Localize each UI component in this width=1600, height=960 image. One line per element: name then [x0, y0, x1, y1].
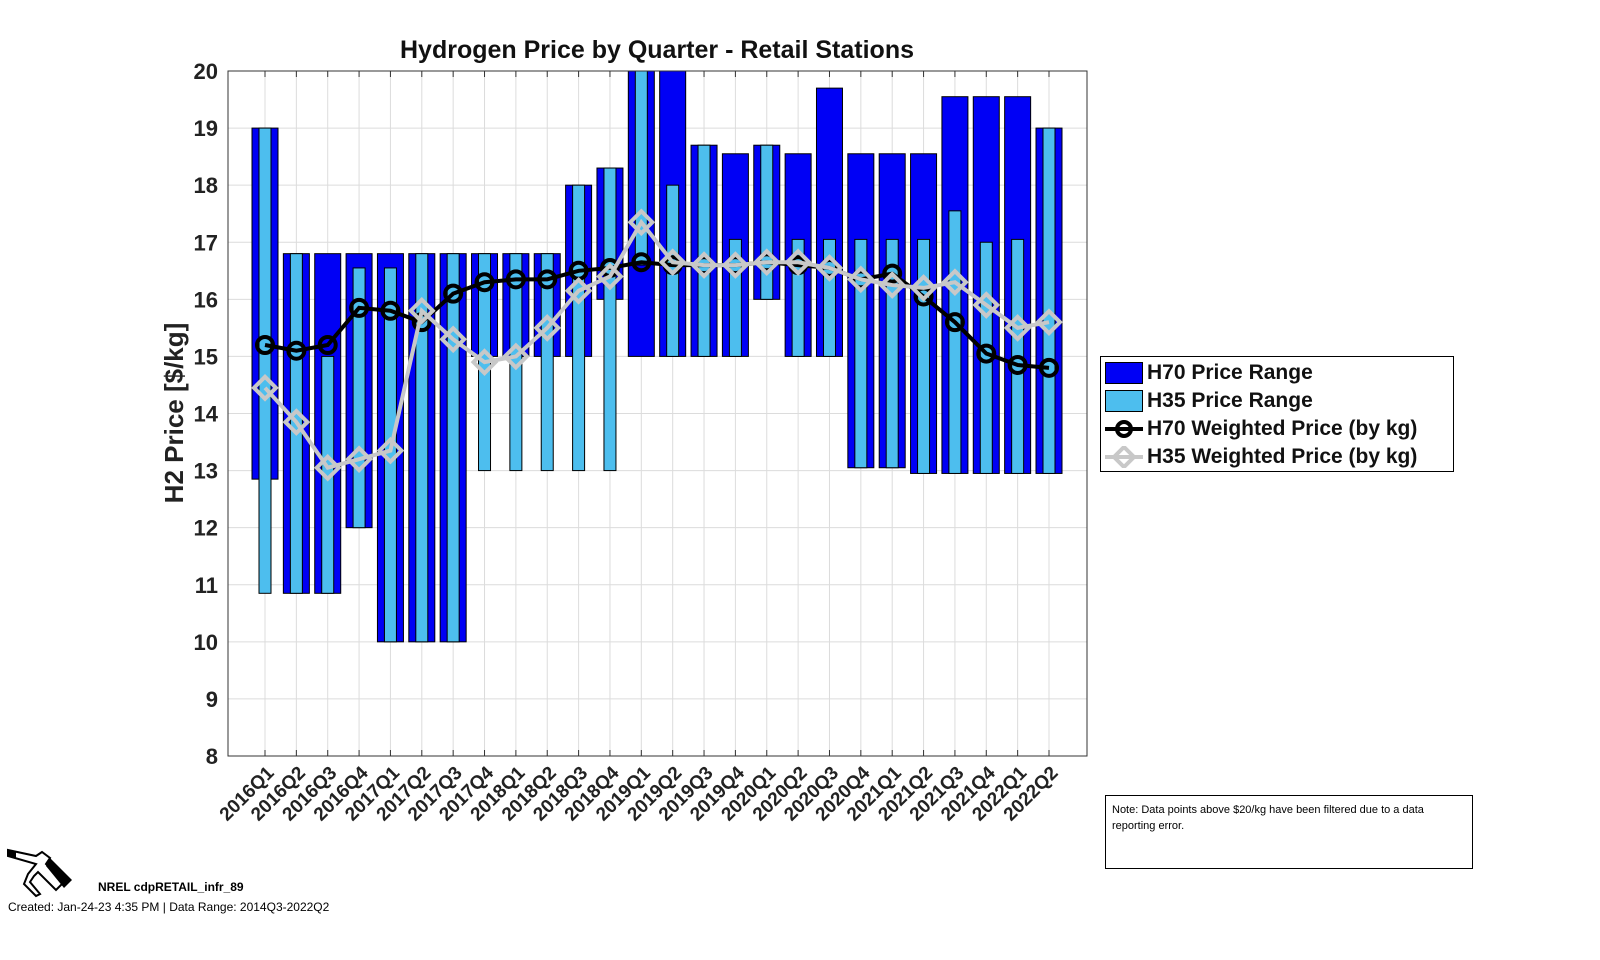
h35-range-bar	[446, 253, 460, 643]
h35-weighted-point	[533, 314, 562, 342]
h35-range-bar	[760, 144, 774, 300]
h35-weighted-point	[721, 251, 750, 279]
y-tick-label: 12	[194, 516, 218, 541]
y-tick-label: 10	[194, 630, 218, 655]
h35-range-bar	[979, 241, 993, 474]
h35-weighted-line	[263, 218, 1050, 471]
h35-weighted-point	[376, 436, 405, 465]
legend-item-h70-range: H70 Price Range	[1101, 359, 1313, 387]
h35-weighted-point	[658, 248, 687, 277]
legend-swatch	[1105, 362, 1143, 384]
h35-weighted-point	[282, 408, 311, 436]
h35-weighted-point	[502, 342, 530, 371]
legend-item-h35-weighted: H35 Weighted Price (by kg)	[1101, 443, 1417, 471]
y-tick-label: 16	[194, 287, 218, 312]
diamond-marker-icon	[1105, 446, 1143, 468]
h35-weighted-point	[1003, 314, 1032, 342]
legend-swatch	[1105, 390, 1143, 412]
h35-range-bar	[1042, 127, 1056, 474]
h35-weighted-point	[878, 271, 907, 299]
legend-item-h35-range: H35 Price Range	[1101, 387, 1313, 415]
h35-range-bar	[728, 238, 742, 357]
y-tick-label: 13	[194, 459, 218, 484]
h35-weighted-point	[407, 296, 436, 325]
h35-weighted-point	[251, 373, 279, 402]
h35-weighted-point	[941, 268, 969, 297]
created-info: Created: Jan-24-23 4:35 PM | Data Range:…	[8, 900, 330, 914]
h70-weighted-point	[349, 297, 370, 318]
h35-weighted-point	[690, 251, 718, 279]
h35-range-bar	[854, 238, 868, 469]
h35-weighted-point	[972, 291, 1001, 319]
h70-weighted-point	[474, 272, 495, 293]
h70-weighted-point	[286, 340, 307, 361]
y-tick-label: 11	[195, 573, 218, 598]
h35-range-bar	[572, 184, 586, 472]
h70-weighted-point	[537, 269, 558, 290]
h35-range-bar	[603, 167, 617, 472]
h35-weighted-point	[784, 248, 812, 277]
legend-label: H35 Price Range	[1147, 389, 1313, 412]
h35-weighted-point	[564, 276, 593, 305]
chart-title: Hydrogen Price by Quarter - Retail Stati…	[400, 36, 914, 64]
circle-marker-icon	[1105, 420, 1143, 438]
h35-weighted-point	[313, 453, 342, 482]
h35-weighted-point	[596, 262, 624, 291]
h35-weighted-point	[1035, 308, 1063, 336]
h35-range-bar	[540, 253, 554, 472]
h35-weighted-point	[627, 208, 656, 237]
h70-weighted-point	[1039, 357, 1059, 378]
fuel-nozzle-logo-icon	[7, 848, 72, 898]
h35-weighted-point	[909, 274, 938, 302]
h70-weighted-point	[882, 263, 903, 284]
legend-label: H70 Weighted Price (by kg)	[1147, 417, 1418, 440]
h35-weighted-point	[470, 348, 499, 376]
legend: H70 Price Range H35 Price Range H70 Weig…	[1100, 356, 1454, 472]
y-axis-label: H2 Price [$/kg]	[159, 323, 189, 504]
h70-weighted-point	[443, 283, 464, 304]
h70-weighted-point	[505, 269, 526, 290]
h35-weighted-point	[847, 265, 875, 294]
legend-label: H70 Price Range	[1147, 361, 1313, 384]
h35-weighted-point	[752, 248, 781, 277]
h35-range-bar	[258, 127, 272, 594]
h70-weighted-point	[944, 312, 965, 333]
y-tick-label: 19	[194, 116, 218, 141]
h35-weighted-point	[345, 445, 373, 473]
h70-weighted-point	[317, 335, 338, 355]
h35-weighted-point	[439, 325, 467, 354]
legend-label: H35 Weighted Price (by kg)	[1147, 445, 1418, 468]
h70-weighted-point	[1007, 354, 1028, 375]
y-tick-label: 18	[194, 173, 218, 198]
h70-weighted-point	[380, 300, 401, 321]
legend-item-h70-weighted: H70 Weighted Price (by kg)	[1101, 415, 1417, 443]
h35-range-bar	[885, 238, 899, 469]
h70-weighted-point	[631, 252, 652, 273]
h70-weighted-point	[976, 343, 997, 364]
note-box: Note: Data points above $20/kg have been…	[1105, 795, 1473, 869]
y-tick-label: 20	[194, 59, 218, 84]
chart-id: NREL cdpRETAIL_infr_89	[98, 880, 244, 894]
h35-range-bar	[948, 210, 962, 474]
plot-border	[227, 70, 1088, 757]
y-tick-label: 17	[194, 230, 218, 255]
y-tick-label: 15	[194, 344, 218, 369]
h70-weighted-point	[255, 335, 275, 355]
h35-range-bar	[697, 144, 711, 357]
h35-weighted-point	[815, 254, 844, 282]
y-tick-label: 9	[206, 687, 218, 712]
h35-range-bar	[352, 267, 366, 529]
h35-range-bar	[415, 253, 429, 643]
y-tick-label: 8	[206, 744, 218, 769]
y-tick-label: 14	[194, 402, 219, 427]
